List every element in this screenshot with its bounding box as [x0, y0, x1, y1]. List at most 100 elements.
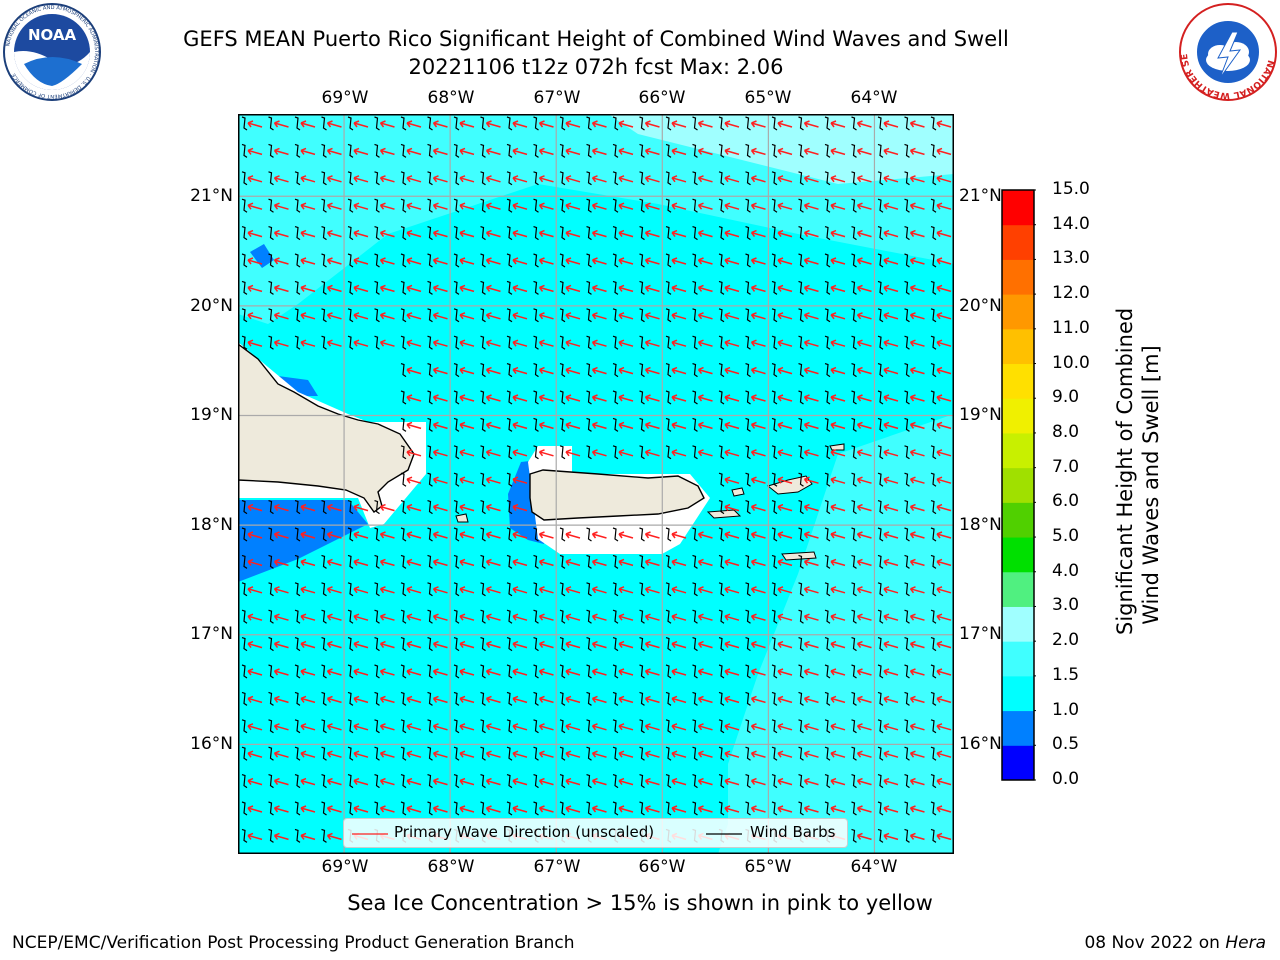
- wave-direction-arrow: [644, 586, 660, 594]
- wind-barb: [374, 801, 380, 816]
- wave-direction-arrow: [883, 586, 899, 594]
- wind-barb: [586, 801, 592, 816]
- wind-barb: [851, 143, 857, 158]
- wave-direction-arrow: [697, 449, 713, 457]
- wind-barb: [480, 116, 486, 131]
- wind-barb: [771, 198, 778, 213]
- wind-barb: [745, 472, 751, 487]
- wind-barb: [612, 390, 619, 405]
- wind-barb: [798, 664, 804, 679]
- wind-barb: [904, 609, 910, 624]
- wave-direction-arrow: [644, 366, 660, 375]
- wind-barb: [851, 554, 857, 569]
- wind-barb: [877, 719, 884, 734]
- wave-direction-arrow: [247, 805, 263, 813]
- wind-barb: [321, 226, 327, 241]
- wind-barb: [745, 417, 751, 432]
- wave-direction-arrow: [432, 777, 448, 786]
- wind-barb: [904, 335, 910, 350]
- wind-barb: [533, 390, 539, 405]
- colorbar-bin: [1002, 641, 1034, 677]
- wave-direction-arrow: [432, 586, 448, 594]
- wind-barb: [639, 198, 645, 213]
- wind-barb: [374, 280, 380, 295]
- wind-barb: [533, 280, 539, 295]
- wind-barb: [480, 280, 486, 295]
- wind-barb: [692, 582, 698, 597]
- wind-barb: [692, 363, 698, 378]
- wind-barb: [930, 116, 937, 131]
- wave-direction-arrow: [803, 120, 819, 128]
- wind-barb: [798, 308, 804, 323]
- wave-direction-arrow: [697, 339, 713, 347]
- wave-direction-arrow: [591, 531, 607, 539]
- wind-barb: [506, 801, 513, 816]
- wind-barb: [533, 527, 539, 542]
- wind-barb: [347, 774, 354, 789]
- colorbar-bin: [1002, 467, 1034, 503]
- wave-direction-arrow: [697, 613, 713, 621]
- wind-barb: [771, 801, 778, 816]
- wave-direction-arrow: [909, 668, 925, 676]
- wave-direction-arrow: [830, 339, 846, 347]
- wave-direction-arrow: [432, 257, 448, 265]
- wind-barb: [665, 774, 672, 789]
- wind-barb: [930, 198, 937, 213]
- wind-barb: [745, 500, 751, 515]
- wind-barb: [400, 417, 407, 432]
- wind-barb: [904, 664, 910, 679]
- wave-direction-arrow: [512, 339, 528, 347]
- wave-direction-arrow: [406, 257, 422, 265]
- wind-barb: [453, 198, 460, 213]
- wind-barb: [692, 691, 698, 706]
- lon-label-top: 64°W: [850, 88, 898, 108]
- wind-barb: [718, 746, 725, 761]
- contour-1.5-2.0-south: [718, 554, 954, 854]
- wind-barb: [665, 746, 672, 761]
- wind-barb: [347, 500, 354, 515]
- wave-direction-arrow: [697, 586, 713, 594]
- wave-direction-arrow: [777, 257, 793, 265]
- wave-direction-arrow: [353, 202, 369, 210]
- wind-barb: [294, 198, 301, 213]
- wind-barb: [268, 527, 274, 542]
- wind-barb: [241, 280, 248, 295]
- wave-direction-arrow: [353, 503, 369, 512]
- wave-direction-arrow: [326, 558, 342, 567]
- wind-barb: [241, 582, 248, 597]
- wind-barb: [400, 198, 407, 213]
- wind-barb: [824, 390, 831, 405]
- wave-direction-arrow: [856, 805, 872, 813]
- wind-barb: [718, 171, 725, 186]
- wind-barb: [559, 801, 566, 816]
- wave-direction-arrow: [856, 202, 872, 210]
- wind-barb: [692, 445, 698, 460]
- wind-barb: [586, 719, 592, 734]
- wave-direction-arrow: [724, 339, 740, 347]
- wind-barb: [374, 116, 380, 131]
- wind-barb: [506, 691, 513, 706]
- wave-direction-arrow: [909, 832, 925, 841]
- wind-barb: [453, 664, 460, 679]
- wind-barb: [824, 691, 831, 706]
- wave-direction-arrow: [247, 832, 263, 841]
- wind-barb: [427, 198, 433, 213]
- wave-direction-arrow: [326, 229, 342, 238]
- lon-label-top: 65°W: [744, 88, 792, 108]
- wind-barb: [665, 116, 672, 131]
- wave-direction-arrow: [883, 695, 899, 704]
- wave-direction-arrow: [671, 202, 687, 210]
- wave-direction-arrow: [538, 613, 554, 621]
- wave-direction-arrow: [936, 805, 952, 813]
- wind-barb: [480, 417, 486, 432]
- wave-direction-arrow: [697, 805, 713, 813]
- wind-barb: [798, 691, 804, 706]
- wave-direction-arrow: [830, 421, 846, 430]
- wave-direction-arrow: [671, 120, 687, 128]
- wave-direction-arrow: [671, 175, 687, 183]
- wind-barb: [877, 828, 884, 843]
- wave-direction-arrow: [300, 613, 316, 621]
- wind-barb: [374, 527, 380, 542]
- wind-barb: [374, 691, 380, 706]
- wind-barb: [798, 116, 804, 131]
